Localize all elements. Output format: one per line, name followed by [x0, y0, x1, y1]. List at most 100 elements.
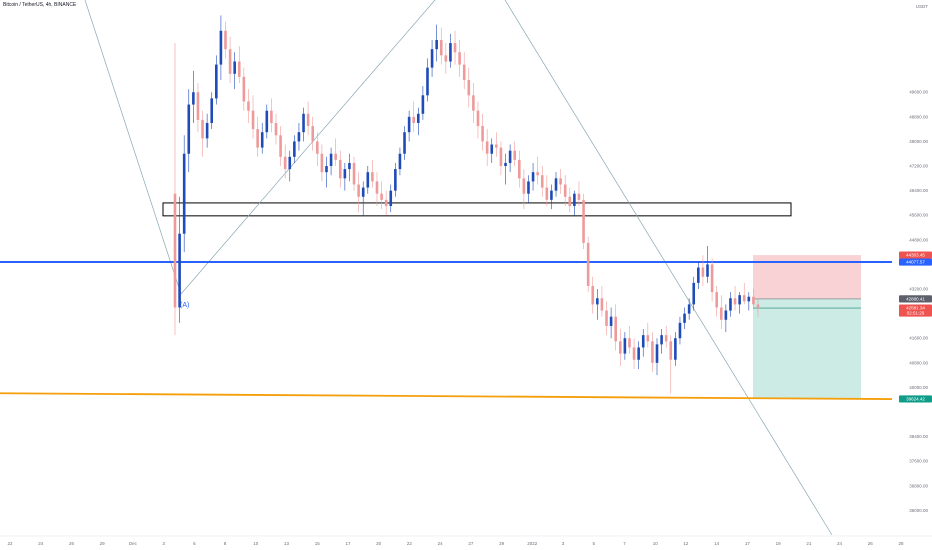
price-badge-label: 39624.42: [906, 397, 925, 402]
time-tick-label: 24: [837, 541, 843, 546]
price-tick-label: 37600.00: [909, 459, 928, 464]
candle-body: [270, 110, 273, 123]
time-tick-label: 10: [653, 541, 659, 546]
candle-body: [403, 132, 406, 154]
candle-body: [554, 178, 558, 191]
candle-body: [274, 122, 278, 136]
candle-body: [173, 193, 177, 308]
candle-body: [536, 172, 539, 176]
time-tick-label: 3: [562, 541, 565, 546]
candle-body: [641, 335, 645, 348]
candle-body: [687, 304, 691, 314]
candle-body: [380, 193, 383, 200]
candle-body: [664, 335, 668, 342]
trendline-up: [180, 0, 436, 295]
candle-body: [416, 113, 420, 123]
price-badge-bg: [899, 309, 932, 317]
symbol-title[interactable]: Bitcoin / TetherUS, 4h, BINANCE: [3, 2, 77, 8]
candle-body: [444, 55, 448, 62]
candle-body: [582, 199, 585, 243]
candle-body: [182, 153, 186, 234]
time-tick-label: 21: [806, 541, 812, 546]
price-tick-label: 36000.00: [909, 508, 928, 513]
time-tick-label: 26: [69, 541, 75, 546]
candle-body: [343, 169, 347, 179]
candle-body: [614, 316, 617, 342]
candle-body: [697, 267, 700, 283]
price-badge: 44077.57: [899, 258, 932, 266]
time-tick-label: 17: [745, 541, 751, 546]
candle-body: [692, 282, 696, 305]
candle-body: [205, 122, 209, 139]
candle-body: [472, 95, 475, 111]
candle-body: [357, 184, 360, 197]
zones-layer: [753, 255, 861, 399]
time-tick-label: 10: [253, 541, 259, 546]
time-tick-label: 17: [345, 541, 351, 546]
time-tick-label: 22: [407, 541, 413, 546]
candle-body: [187, 104, 191, 154]
time-tick-label: 13: [284, 541, 290, 546]
candle-body: [375, 181, 379, 194]
candle-body: [669, 341, 673, 360]
candle-body: [394, 169, 397, 191]
candle-body: [719, 307, 723, 320]
price-axis[interactable]: 49600.00 48800.00 48000.00 47200.00 46400.00…: [909, 4, 928, 513]
time-tick-label: 29: [100, 541, 106, 546]
candle-body: [733, 298, 737, 305]
candle-body: [334, 153, 337, 160]
time-tick-label: 24: [38, 541, 44, 546]
candle-body: [458, 52, 461, 65]
candle-body: [701, 267, 705, 277]
candle-body: [242, 76, 246, 102]
candle-body: [540, 175, 544, 188]
candle-body: [591, 285, 595, 305]
candle-body: [462, 64, 466, 80]
take-profit-zone: [753, 298, 861, 399]
time-tick-label: 28: [898, 541, 904, 546]
time-tick-label: Dec: [129, 541, 138, 546]
candle-body: [568, 196, 572, 207]
time-tick-label: 26: [868, 541, 874, 546]
candle-body: [260, 132, 264, 148]
price-tick-label: 44800.00: [909, 237, 928, 242]
price-badge-bg: [899, 295, 932, 303]
candle-body: [508, 150, 512, 163]
candle-body: [178, 233, 181, 308]
candle-body: [490, 144, 494, 154]
support-line: [0, 392, 893, 400]
time-tick-label: 19: [776, 541, 782, 546]
candle-body: [517, 159, 521, 179]
candle-body: [306, 113, 310, 127]
support-zone-rect: [162, 202, 792, 217]
candle-body: [279, 135, 282, 157]
candle-body: [724, 310, 728, 320]
candle-body: [522, 178, 526, 194]
candle-body: [302, 113, 305, 133]
price-tick-label: 48800.00: [909, 114, 928, 119]
candle-body: [476, 110, 480, 127]
price-tick-label: 48000.00: [909, 139, 928, 144]
time-axis[interactable]: 22 24 26 29 Dec 3 6 8 10 13 15 17 20 22 24 27 29 2022 3 5 7 1…: [0, 535, 932, 546]
price-badge-bg: [899, 258, 932, 266]
candle-body: [715, 292, 718, 308]
candle-body: [756, 304, 760, 309]
candle-body: [596, 298, 599, 305]
price-tick-label: 47200.00: [909, 164, 928, 169]
candle-body: [738, 295, 741, 305]
candle-body: [288, 156, 292, 170]
candle-body: [618, 341, 622, 354]
candle-body: [742, 295, 746, 302]
candle-body: [371, 172, 374, 182]
candle-body: [628, 338, 631, 348]
price-tick-label: 40800.00: [909, 360, 928, 365]
price-tick-label: 36800.00: [909, 483, 928, 488]
candle-body: [651, 341, 654, 363]
price-tick-label: 43200.00: [909, 287, 928, 292]
candle-body: [256, 129, 259, 148]
candle-body: [683, 313, 686, 323]
candle-body: [752, 296, 755, 305]
candle-body: [412, 116, 416, 123]
candle-body: [348, 162, 351, 170]
